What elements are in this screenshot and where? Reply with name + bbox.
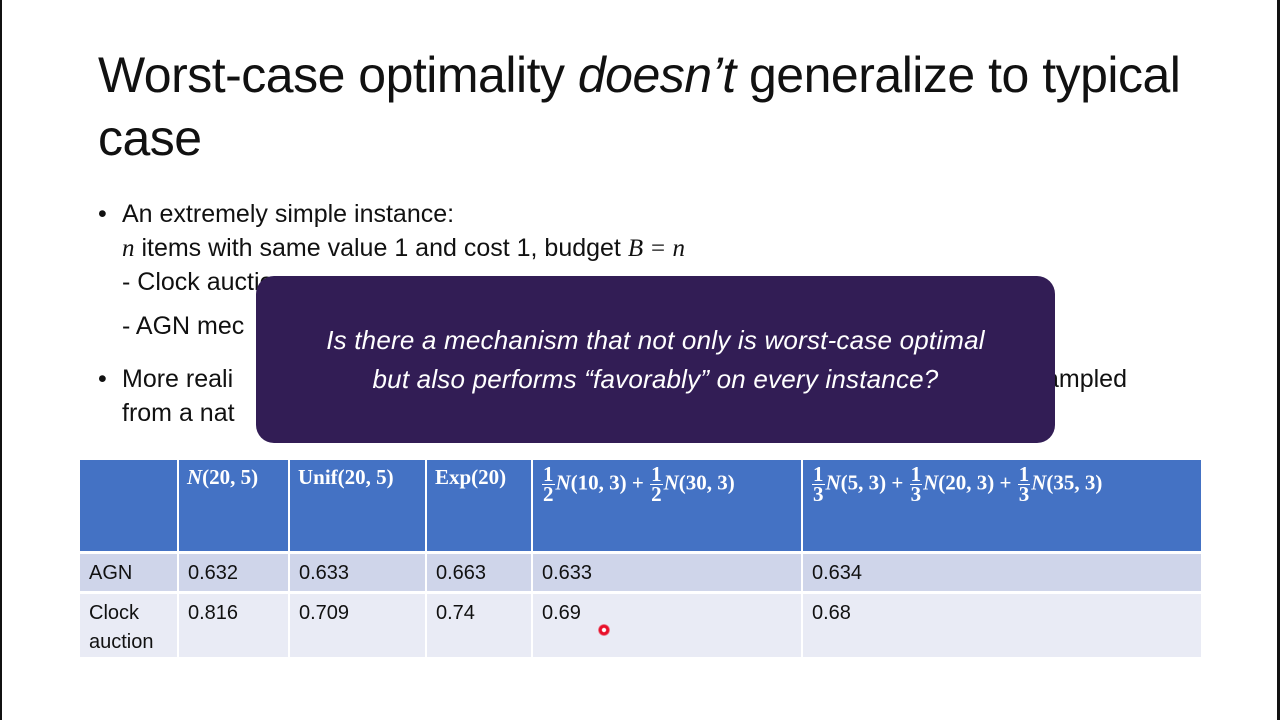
table-cell: 0.68 [803, 594, 1201, 660]
bullet-dot-icon: • [98, 200, 107, 228]
table-row-agn: AGN 0.632 0.633 0.663 0.633 0.634 [80, 554, 1201, 594]
table-cell: 0.633 [533, 554, 803, 594]
row-label: AGN [80, 554, 179, 594]
math-n: n [122, 235, 135, 262]
sub-bullet-agn: - AGN mec [122, 312, 245, 340]
bullet-1-line-2: n items with same value 1 and cost 1, bu… [122, 232, 685, 265]
title-text-2: generalize to typical case [98, 47, 1181, 166]
table-cell: 0.816 [179, 594, 290, 660]
slide-title: Worst-case optimality doesn’t generalize… [98, 44, 1198, 170]
table-cell: 0.663 [427, 554, 533, 594]
laser-pointer-icon [598, 624, 610, 636]
table-cell: 0.69 [533, 594, 803, 660]
math-budget: B = n [627, 235, 685, 262]
bullet-2-text: More reali [122, 365, 234, 393]
sub-bullet-clock-auction: - Clock auctio [122, 268, 274, 296]
right-border [1277, 0, 1280, 720]
bullet-1-text: An extremely simple instance: [122, 200, 455, 228]
table-row-clock-auction: Clock auction 0.816 0.709 0.74 0.69 0.68 [80, 594, 1201, 660]
question-callout: Is there a mechanism that not only is wo… [256, 276, 1055, 443]
header-bimodal-mixture: 1 2 N(10, 3) + 1 2 N(30, 3) [533, 460, 803, 554]
header-uniform: Unif(20, 5) [290, 460, 427, 554]
callout-line-1: Is there a mechanism that not only is wo… [326, 324, 985, 355]
bullet-1-line-2-text: items with same value 1 and cost 1, budg… [134, 234, 628, 262]
table-cell: 0.634 [803, 554, 1201, 594]
row-label: Clock auction [80, 594, 179, 660]
header-exponential: Exp(20) [427, 460, 533, 554]
bullet-2-line-2: from a nat [122, 399, 235, 427]
bullet-dot-icon: • [98, 365, 107, 393]
title-text-1: Worst-case optimality [98, 47, 578, 103]
callout-line-2: but also performs “favorably” on every i… [372, 363, 939, 394]
table-cell: 0.632 [179, 554, 290, 594]
header-empty [80, 460, 179, 554]
table-cell: 0.709 [290, 594, 427, 660]
results-table: N(20, 5) Unif(20, 5) Exp(20) 1 2 N(10, 3) … [80, 460, 1201, 660]
header-normal: N(20, 5) [179, 460, 290, 554]
table-header-row: N(20, 5) Unif(20, 5) Exp(20) 1 2 N(10, 3) … [80, 460, 1201, 554]
left-border [0, 0, 2, 720]
table-cell: 0.74 [427, 594, 533, 660]
header-trimodal-mixture: 1 3 N(5, 3) + 1 3 N(20, 3) + 1 3 N(35, 3) [803, 460, 1201, 554]
bullet-2-text-right: ampled [1045, 365, 1127, 393]
title-emphasis: doesn’t [577, 47, 736, 103]
table-cell: 0.633 [290, 554, 427, 594]
